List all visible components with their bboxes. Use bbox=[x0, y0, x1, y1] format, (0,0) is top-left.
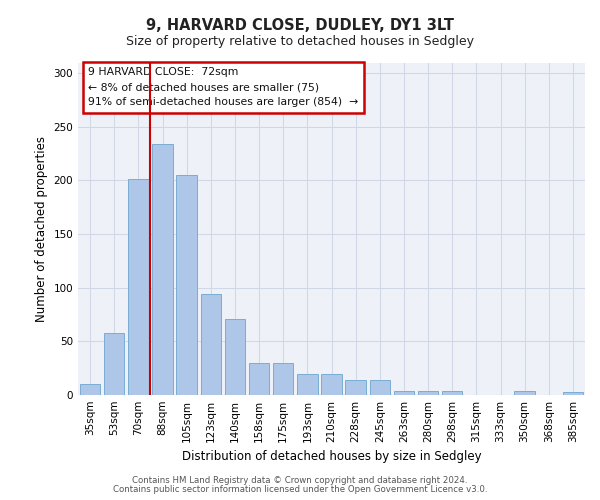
Bar bbox=[442, 390, 463, 395]
Text: 9, HARVARD CLOSE, DUDLEY, DY1 3LT: 9, HARVARD CLOSE, DUDLEY, DY1 3LT bbox=[146, 18, 454, 32]
Bar bbox=[128, 180, 149, 395]
Y-axis label: Number of detached properties: Number of detached properties bbox=[35, 136, 48, 322]
Bar bbox=[273, 363, 293, 395]
Bar bbox=[514, 390, 535, 395]
Bar bbox=[297, 374, 317, 395]
Bar bbox=[418, 390, 439, 395]
Bar bbox=[176, 175, 197, 395]
Bar bbox=[152, 144, 173, 395]
Bar bbox=[370, 380, 390, 395]
Bar bbox=[80, 384, 100, 395]
Text: Size of property relative to detached houses in Sedgley: Size of property relative to detached ho… bbox=[126, 35, 474, 48]
Bar bbox=[394, 390, 414, 395]
Text: 9 HARVARD CLOSE:  72sqm
← 8% of detached houses are smaller (75)
91% of semi-det: 9 HARVARD CLOSE: 72sqm ← 8% of detached … bbox=[88, 68, 358, 107]
Text: Contains HM Land Registry data © Crown copyright and database right 2024.: Contains HM Land Registry data © Crown c… bbox=[132, 476, 468, 485]
X-axis label: Distribution of detached houses by size in Sedgley: Distribution of detached houses by size … bbox=[182, 450, 481, 464]
Bar bbox=[563, 392, 583, 395]
Bar bbox=[321, 374, 342, 395]
Bar bbox=[104, 333, 124, 395]
Bar bbox=[224, 319, 245, 395]
Bar bbox=[249, 363, 269, 395]
Text: Contains public sector information licensed under the Open Government Licence v3: Contains public sector information licen… bbox=[113, 485, 487, 494]
Bar bbox=[346, 380, 366, 395]
Bar bbox=[200, 294, 221, 395]
